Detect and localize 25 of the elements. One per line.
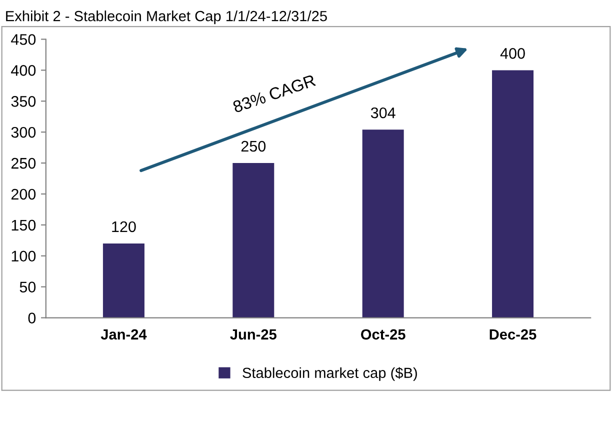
y-tick-label: 50 (20, 282, 36, 293)
bar (102, 243, 144, 318)
y-tick-label: 0 (28, 312, 36, 324)
data-label: 120 (112, 221, 136, 232)
bar (232, 163, 274, 318)
annotation: 83% CAGR (232, 74, 316, 113)
y-tick-label: 150 (12, 220, 36, 231)
y-tick-label: 250 (11, 158, 36, 169)
y-tick-label: 350 (11, 96, 36, 107)
y-tick-label: 200 (11, 188, 36, 200)
y-tick-label: 400 (11, 65, 36, 76)
bar (492, 70, 534, 318)
x-tick-label: Jun-25 (230, 329, 276, 340)
y-tick-label: 100 (12, 250, 36, 262)
bar (362, 130, 404, 318)
legend-label: Stablecoin market cap ($B) (242, 367, 417, 381)
y-tick-label: 450 (11, 34, 36, 45)
data-label: 250 (241, 140, 266, 152)
data-label: 304 (370, 107, 396, 118)
x-tick-label: Dec-25 (490, 329, 536, 340)
x-tick-label: Jan-24 (100, 329, 147, 340)
x-tick-label: Oct-25 (360, 329, 406, 340)
chart-title: Exhibit 2 - Stablecoin Market Cap 1/1/24-12/31/25 (6, 10, 327, 24)
y-tick-label: 300 (11, 126, 36, 138)
data-label: 400 (500, 48, 525, 59)
